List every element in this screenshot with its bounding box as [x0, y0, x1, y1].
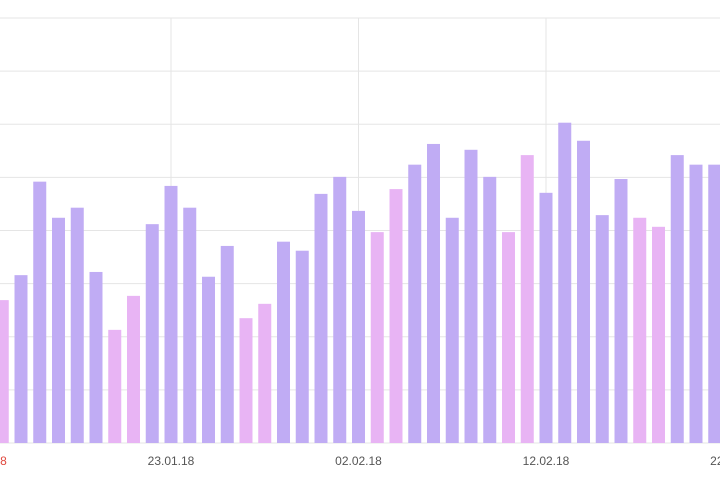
x-tick-label: 02.02.18: [335, 454, 382, 468]
bar: [539, 192, 553, 443]
bar: [333, 176, 347, 444]
bar: [314, 193, 328, 443]
bar: [0, 300, 9, 443]
bar: [595, 215, 609, 443]
bar: [520, 155, 534, 443]
bar: [52, 217, 65, 443]
bar: [202, 276, 215, 443]
bar: [70, 207, 84, 443]
bar: [108, 329, 122, 443]
bar: [483, 176, 497, 444]
bar: [652, 226, 665, 443]
x-tick-label: 22.02.18: [710, 454, 720, 468]
bar: [295, 250, 309, 443]
bar: [708, 164, 720, 443]
bar: [502, 232, 515, 443]
x-tick-label: 13.01.18: [0, 454, 7, 468]
bar: [464, 149, 478, 443]
bar: [127, 295, 140, 443]
bar: [352, 210, 365, 443]
bar: [670, 155, 684, 443]
bar: [614, 179, 628, 444]
bar: [408, 164, 422, 443]
bar: [220, 245, 234, 443]
bar: [239, 318, 253, 443]
bar: [389, 189, 403, 443]
bar: [558, 122, 572, 443]
bar: [164, 185, 178, 444]
bar: [89, 271, 103, 443]
bar: [258, 303, 272, 443]
bar: [633, 217, 647, 443]
bar: [145, 224, 159, 443]
bar: [33, 181, 47, 443]
bar: [183, 207, 197, 443]
bar: [577, 140, 590, 443]
bar: [689, 164, 703, 443]
bar: [427, 143, 440, 444]
bar: [370, 232, 384, 443]
x-tick-label: 23.01.18: [148, 454, 195, 468]
bar: [445, 217, 459, 443]
bar: [277, 241, 290, 443]
bar: [14, 275, 28, 443]
x-tick-label: 12.02.18: [523, 454, 570, 468]
